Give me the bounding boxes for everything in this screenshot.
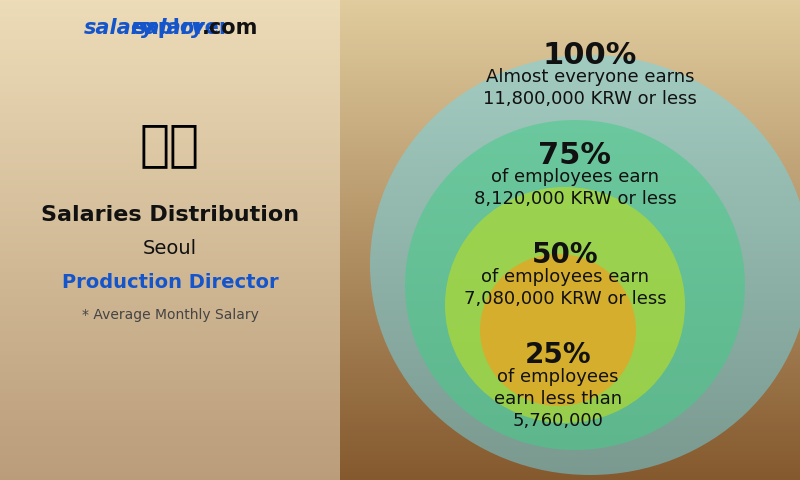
Text: * Average Monthly Salary: * Average Monthly Salary <box>82 308 258 322</box>
Text: 8,120,000 KRW or less: 8,120,000 KRW or less <box>474 190 676 208</box>
Text: 7,080,000 KRW or less: 7,080,000 KRW or less <box>464 290 666 308</box>
Text: 🇰🇷: 🇰🇷 <box>140 121 200 169</box>
Text: Seoul: Seoul <box>143 239 197 257</box>
Text: Salaries Distribution: Salaries Distribution <box>41 205 299 225</box>
Text: 25%: 25% <box>525 341 591 369</box>
Text: salary: salary <box>84 18 156 38</box>
Text: .com: .com <box>202 18 258 38</box>
Text: 5,760,000: 5,760,000 <box>513 412 603 430</box>
Ellipse shape <box>480 254 636 406</box>
Text: Almost everyone earns: Almost everyone earns <box>486 68 694 86</box>
Text: salary: salary <box>134 18 206 38</box>
Text: explorer: explorer <box>130 18 230 38</box>
Text: Production Director: Production Director <box>62 273 278 291</box>
Ellipse shape <box>405 120 745 450</box>
Text: of employees: of employees <box>498 368 618 386</box>
Ellipse shape <box>370 55 800 475</box>
Ellipse shape <box>445 187 685 423</box>
Text: earn less than: earn less than <box>494 390 622 408</box>
Text: 11,800,000 KRW or less: 11,800,000 KRW or less <box>483 90 697 108</box>
Text: 50%: 50% <box>532 241 598 269</box>
Text: of employees earn: of employees earn <box>491 168 659 186</box>
Text: of employees earn: of employees earn <box>481 268 649 286</box>
Text: 75%: 75% <box>538 141 611 169</box>
Text: 100%: 100% <box>543 40 637 70</box>
FancyBboxPatch shape <box>0 0 340 480</box>
